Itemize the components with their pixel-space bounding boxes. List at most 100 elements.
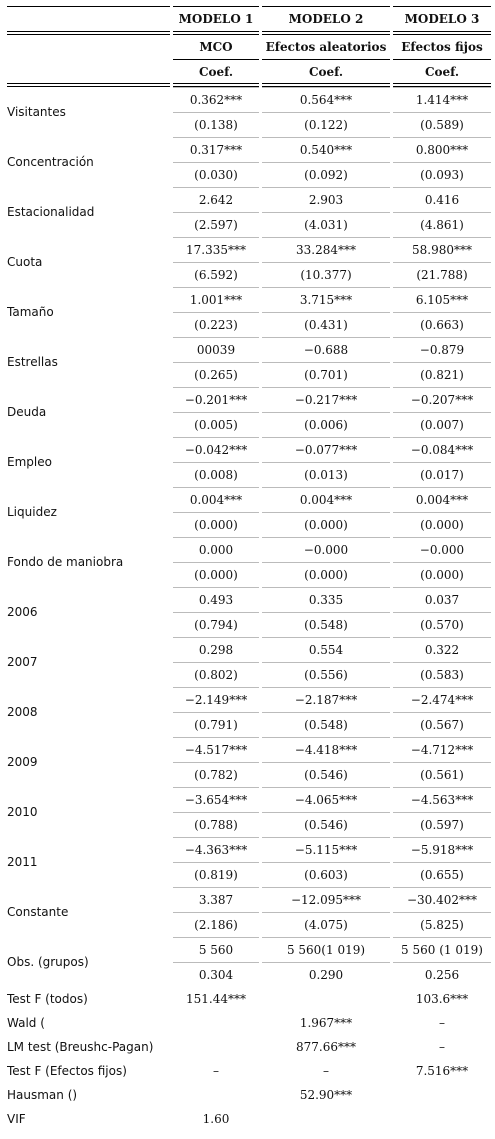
secondary-value: 0.304 <box>173 962 259 987</box>
secondary-value: (0.589) <box>393 112 491 137</box>
secondary-value: (0.782) <box>173 762 259 787</box>
secondary-value: (4.031) <box>262 212 390 237</box>
header-row: Coef. Coef. Coef. <box>7 60 491 87</box>
secondary-value: (0.561) <box>393 762 491 787</box>
coefficient: 0.004*** <box>393 487 491 512</box>
blank-cell <box>7 60 170 87</box>
header-row: MCO Efectos aleatorios Efectos fijos <box>7 35 491 60</box>
coefficient: −4.517*** <box>173 737 259 762</box>
data-row: (0.802) (0.556) (0.583) <box>7 662 491 687</box>
coefficient: −4.363*** <box>173 837 259 862</box>
model-header: MODELO 3 <box>393 6 491 35</box>
secondary-value: (0.138) <box>173 112 259 137</box>
secondary-value: (0.556) <box>262 662 390 687</box>
secondary-value: (21.788) <box>393 262 491 287</box>
coefficient: 0.004*** <box>262 487 390 512</box>
coefficient: −0.042*** <box>173 437 259 462</box>
coefficient: 0.298 <box>173 637 259 662</box>
secondary-value: (0.570) <box>393 612 491 637</box>
coefficient: 5 560 (1 019) <box>393 937 491 962</box>
secondary-value: (0.000) <box>173 562 259 587</box>
test-value: – <box>213 1064 219 1078</box>
secondary-value: (10.377) <box>262 262 390 287</box>
header-row: MODELO 1 MODELO 2 MODELO 3 <box>7 6 491 35</box>
coefficient: 0.004*** <box>173 487 259 512</box>
data-row: 2009 −4.517*** −4.418*** −4.712*** <box>7 737 491 769</box>
row-label: Concentración <box>7 155 94 169</box>
row-label: Estrellas <box>7 355 58 369</box>
secondary-value: (0.000) <box>393 562 491 587</box>
coefficient: 5 560 <box>173 937 259 962</box>
row-label: Estacionalidad <box>7 205 95 219</box>
test-value: – <box>323 1064 329 1078</box>
coefficient: 3.387 <box>173 887 259 912</box>
data-row: (0.138) (0.122) (0.589) <box>7 112 491 137</box>
secondary-value: (0.791) <box>173 712 259 737</box>
data-row: (0.791) (0.548) (0.567) <box>7 712 491 737</box>
secondary-value: (0.030) <box>173 162 259 187</box>
data-row: (0.794) (0.548) (0.570) <box>7 612 491 637</box>
coefficient: 0.322 <box>393 637 491 662</box>
method-header: Efectos aleatorios <box>262 35 390 60</box>
data-row: (0.005) (0.006) (0.007) <box>7 412 491 437</box>
row-label: 2010 <box>7 805 38 819</box>
coefficient: −4.065*** <box>262 787 390 812</box>
coef-header: Coef. <box>173 60 259 87</box>
data-row: Fondo de maniobra 0.000 −0.000 −0.000 <box>7 537 491 569</box>
data-row: (0.008) (0.013) (0.017) <box>7 462 491 487</box>
secondary-value: (0.548) <box>262 612 390 637</box>
secondary-value: (0.655) <box>393 862 491 887</box>
secondary-value: (0.265) <box>173 362 259 387</box>
secondary-value: (0.603) <box>262 862 390 887</box>
row-label: 2009 <box>7 755 38 769</box>
test-value: 877.66*** <box>296 1040 356 1054</box>
data-row: Estacionalidad 2.642 2.903 0.416 <box>7 187 491 219</box>
row-label: 2006 <box>7 605 38 619</box>
coefficient: −5.918*** <box>393 837 491 862</box>
test-value <box>393 1107 491 1131</box>
coefficient: 3.715*** <box>262 287 390 312</box>
test-value: – <box>439 1040 445 1054</box>
data-row: 2007 0.298 0.554 0.322 <box>7 637 491 669</box>
data-row: 2008 −2.149*** −2.187*** −2.474*** <box>7 687 491 719</box>
row-label: Fondo de maniobra <box>7 555 124 569</box>
coefficient: −4.563*** <box>393 787 491 812</box>
coefficient: 6.105*** <box>393 287 491 312</box>
secondary-value: (0.821) <box>393 362 491 387</box>
coefficient: −12.095*** <box>262 887 390 912</box>
test-label: Test F (Efectos fijos) <box>7 1064 127 1078</box>
coefficient: 0.317*** <box>173 137 259 162</box>
coefficient: −30.402*** <box>393 887 491 912</box>
coefficient: −0.000 <box>393 537 491 562</box>
data-row: 0.304 0.290 0.256 <box>7 962 491 987</box>
test-value: 1.967*** <box>299 1016 353 1030</box>
test-value: – <box>439 1016 445 1030</box>
row-label: 2007 <box>7 655 38 669</box>
data-row: 2011 −4.363*** −5.115*** −5.918*** <box>7 837 491 869</box>
coefficient: 0.540*** <box>262 137 390 162</box>
test-label: Wald ( <box>7 1016 45 1030</box>
blank-cell <box>7 6 170 35</box>
coefficient: 0.037 <box>393 587 491 612</box>
row-label: Cuota <box>7 255 43 269</box>
data-row: Obs. (grupos) 5 560 5 560(1 019) 5 560 (1 0… <box>7 937 491 969</box>
secondary-value: (0.000) <box>262 512 390 537</box>
coefficient: −0.077*** <box>262 437 390 462</box>
coefficient: −2.474*** <box>393 687 491 712</box>
coefficient: −5.115*** <box>262 837 390 862</box>
test-value <box>173 1011 259 1035</box>
model-header: MODELO 2 <box>262 6 390 35</box>
secondary-value: 0.290 <box>262 962 390 987</box>
test-value: 1.60 <box>202 1112 230 1126</box>
coefficient: −4.418*** <box>262 737 390 762</box>
test-row: Test F (todos) 151.44*** 103.6*** <box>7 987 491 1011</box>
secondary-value: (0.122) <box>262 112 390 137</box>
test-row: Test F (Efectos fijos) – – 7.516*** <box>7 1059 491 1083</box>
row-label: Obs. (grupos) <box>7 955 89 969</box>
secondary-value: (0.013) <box>262 462 390 487</box>
secondary-value: 0.256 <box>393 962 491 987</box>
data-row: (0.819) (0.603) (0.655) <box>7 862 491 887</box>
test-value <box>262 1107 390 1131</box>
test-value <box>173 1083 259 1107</box>
